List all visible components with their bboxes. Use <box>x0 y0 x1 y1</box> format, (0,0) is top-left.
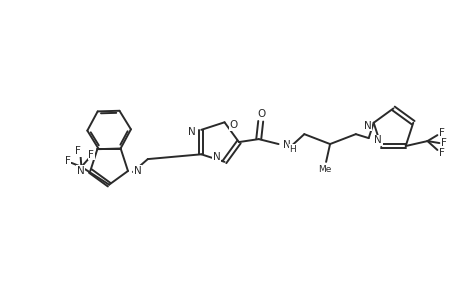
Text: H: H <box>289 145 296 154</box>
Text: F: F <box>438 148 444 158</box>
Text: O: O <box>229 120 237 130</box>
Text: N: N <box>374 135 381 145</box>
Text: N: N <box>363 121 371 131</box>
Text: O: O <box>257 109 265 119</box>
Text: F: F <box>440 138 446 148</box>
Text: F: F <box>88 150 94 160</box>
Text: N: N <box>282 140 290 150</box>
Text: N: N <box>187 127 195 137</box>
Text: N: N <box>213 152 220 162</box>
Text: F: F <box>64 156 70 166</box>
Text: N: N <box>77 166 84 176</box>
Text: Me: Me <box>318 165 331 174</box>
Text: N: N <box>134 166 141 176</box>
Text: F: F <box>75 146 81 156</box>
Text: F: F <box>438 128 444 138</box>
